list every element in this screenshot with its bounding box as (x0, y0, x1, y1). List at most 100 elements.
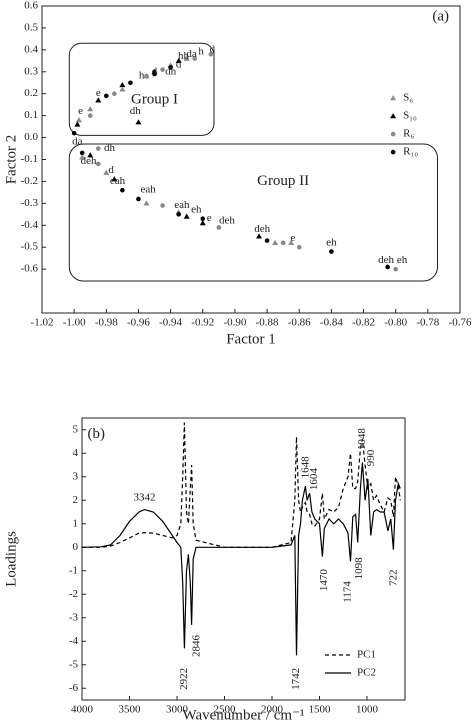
point (87, 152, 94, 158)
x-tick-label: -0.88 (256, 317, 279, 329)
point (288, 239, 295, 246)
point (119, 81, 126, 88)
annotation: deh (378, 254, 394, 266)
annotation: Group II (257, 173, 309, 189)
point (136, 196, 141, 202)
legend-label: S₆ (403, 92, 413, 104)
annotation: eah (140, 184, 156, 196)
x-tick-label: 4000 (71, 704, 94, 716)
point (128, 80, 133, 86)
point (79, 154, 86, 160)
point (393, 266, 398, 272)
point (200, 216, 206, 222)
y-tick-label: 3 (73, 470, 79, 482)
point (208, 51, 214, 57)
annotation: d (176, 59, 182, 71)
point (264, 238, 270, 243)
legend-label: PC2 (357, 667, 376, 679)
point (112, 91, 117, 97)
legend-marker (390, 95, 397, 101)
y-tick-label: 0.5 (24, 21, 38, 33)
point (95, 146, 101, 151)
y-tick-label: 2 (73, 494, 79, 506)
x-tick-label: -0.86 (288, 317, 311, 329)
annotation: dh (165, 65, 177, 77)
point (272, 239, 279, 246)
annotation: deh (254, 223, 270, 235)
y-tick-label: -4 (69, 635, 79, 647)
annotation: h (198, 46, 204, 58)
x-tick-label: -0.92 (191, 317, 214, 329)
annotation: d (210, 43, 216, 55)
annotation: 1098 (353, 557, 365, 580)
x-tick-label: -0.90 (223, 317, 246, 329)
point (168, 65, 173, 70)
point (296, 244, 302, 250)
x-tick-label: -0.94 (159, 317, 182, 329)
annotation: dh (130, 105, 142, 117)
point (175, 57, 182, 64)
x-tick-label: -0.80 (384, 317, 407, 329)
annotation: 1648 (300, 456, 312, 479)
x-tick-label: -0.84 (320, 317, 343, 329)
point (199, 220, 206, 226)
y-axis-label: Loadings (3, 531, 19, 587)
y-tick-label: 1 (73, 517, 79, 529)
point (119, 86, 126, 92)
point (111, 176, 118, 182)
annotation: 1174 (342, 581, 354, 603)
y-tick-label: 0.2 (24, 87, 38, 99)
annotation: 1742 (290, 668, 302, 690)
x-axis-label: Factor 1 (226, 331, 276, 347)
y-tick-label: -0.5 (21, 241, 39, 253)
annotation: eah (110, 175, 126, 187)
point (176, 212, 181, 217)
annotation: 1604 (308, 468, 320, 491)
point (160, 67, 165, 72)
point (143, 200, 150, 206)
annotation: 2922 (178, 668, 190, 690)
line (81, 462, 401, 656)
x-axis-label: Wavenumber / cm⁻¹ (183, 707, 305, 723)
legend-label: R₆ (403, 128, 414, 140)
x-tick-label: -0.78 (416, 317, 439, 329)
point (216, 225, 222, 230)
y-tick-label: -0.2 (21, 175, 38, 187)
y-tick-label: -0.6 (21, 263, 39, 275)
y-tick-label: -0.4 (21, 219, 39, 231)
legend-marker (390, 113, 397, 119)
annotation: 1048 (356, 428, 368, 451)
x-tick-label: 2500 (214, 704, 237, 716)
point (256, 233, 263, 239)
point (95, 97, 102, 103)
annotation: eh (326, 236, 337, 248)
annotation: 2846 (190, 634, 202, 657)
legend-label: S₁₀ (403, 110, 417, 122)
annotation: da (186, 48, 197, 60)
y-tick-label: -6 (69, 682, 79, 694)
x-tick-label: 1000 (356, 704, 379, 716)
y-tick-label: -3 (69, 611, 79, 623)
plot-frame (81, 417, 406, 701)
x-tick-label: -0.82 (352, 317, 375, 329)
annotation: 1470 (318, 569, 330, 592)
point (144, 73, 149, 79)
point (104, 93, 109, 99)
annotation: h (139, 70, 145, 82)
x-tick-label: -0.98 (95, 317, 118, 329)
group-box (68, 143, 439, 282)
y-tick-label: 5 (73, 423, 79, 435)
point (87, 106, 94, 112)
annotation: d (152, 65, 158, 77)
annotation: eah (174, 199, 190, 211)
x-tick-label: -0.76 (449, 317, 472, 329)
x-tick-label: 3500 (119, 704, 142, 716)
y-tick-label: 0.4 (24, 43, 38, 55)
annotation: Group I (131, 92, 178, 108)
point (75, 117, 82, 123)
y-tick-label: 4 (73, 447, 79, 459)
annotation: deh (81, 155, 97, 167)
line (82, 422, 401, 548)
annotation: e (207, 212, 212, 224)
